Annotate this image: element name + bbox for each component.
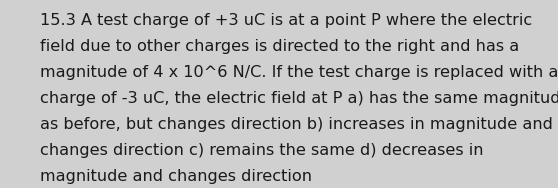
Text: as before, but changes direction b) increases in magnitude and: as before, but changes direction b) incr…	[40, 117, 553, 132]
Text: magnitude of 4 x 10^6 N/C. If the test charge is replaced with a: magnitude of 4 x 10^6 N/C. If the test c…	[40, 65, 558, 80]
Text: magnitude and changes direction: magnitude and changes direction	[40, 169, 312, 184]
Text: charge of -3 uC, the electric field at P a) has the same magnitude: charge of -3 uC, the electric field at P…	[40, 91, 558, 106]
Text: 15.3 A test charge of +3 uC is at a point P where the electric: 15.3 A test charge of +3 uC is at a poin…	[40, 13, 532, 28]
Text: changes direction c) remains the same d) decreases in: changes direction c) remains the same d)…	[40, 143, 484, 158]
Text: field due to other charges is directed to the right and has a: field due to other charges is directed t…	[40, 39, 519, 54]
